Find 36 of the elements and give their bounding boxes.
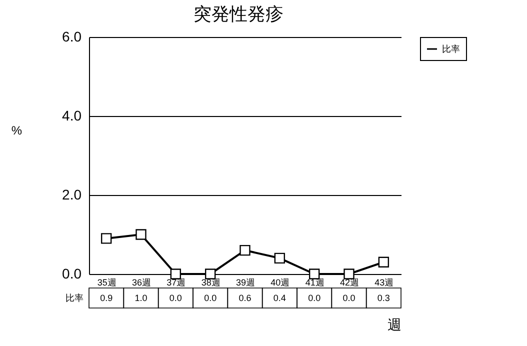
data-label: 0.4: [273, 293, 286, 303]
data-label: 0.0: [342, 293, 356, 303]
y-tick-label: 6.0: [62, 28, 82, 44]
x-axis-title: 週: [388, 316, 402, 332]
x-tick-label: 39週: [236, 278, 256, 288]
data-label: 1.0: [134, 293, 148, 303]
data-label: 0.0: [169, 293, 182, 303]
point: [204, 268, 216, 280]
x-tick-label: 38週: [201, 278, 220, 288]
x-tick-label: 37週: [166, 278, 186, 288]
data-label: 0.0: [204, 293, 217, 303]
data-label: 0.9: [100, 293, 113, 303]
point: [378, 256, 390, 268]
x-tick-label: 35週: [97, 278, 116, 288]
x-tick-label: 43週: [374, 278, 394, 288]
x-tick-label: 40週: [270, 278, 290, 288]
point: [240, 244, 250, 256]
x-tick-label: 41週: [305, 278, 324, 288]
y-tick-label: 4.0: [62, 108, 82, 124]
data-label: 0.3: [377, 293, 390, 303]
point: [308, 268, 320, 280]
data-label: 0.6: [238, 293, 252, 303]
point: [170, 268, 182, 280]
point: [274, 252, 286, 264]
data-label: 0.0: [308, 293, 321, 303]
x-tick-label: 36週: [132, 278, 152, 288]
chart-title: 突発性発疹: [194, 4, 284, 24]
point: [344, 268, 354, 280]
point: [136, 229, 146, 240]
point: [100, 233, 112, 244]
y-tick-label: 0.0: [62, 266, 82, 282]
legend-label: 比率: [442, 44, 460, 54]
text: 比率: [66, 293, 84, 303]
x-tick-label: 42週: [340, 278, 360, 288]
y-axis-title: %: [11, 124, 22, 138]
y-tick-label: 2.0: [62, 186, 82, 202]
